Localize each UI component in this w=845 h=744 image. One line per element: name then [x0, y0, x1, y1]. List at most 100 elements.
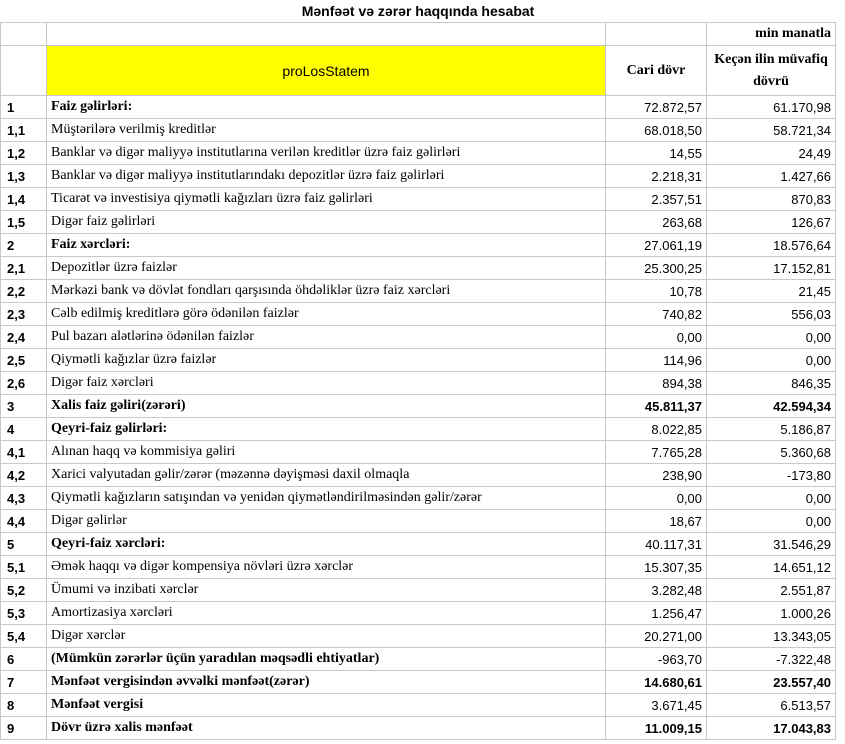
row-number: 9 — [0, 716, 47, 740]
current-period: 40.117,31 — [605, 532, 707, 556]
previous-period: -7.322,48 — [705, 647, 837, 671]
current-period: 740,82 — [605, 302, 707, 326]
row-number: 4,2 — [0, 463, 47, 487]
table-row: 4,4 Digər gəlirlər 18,67 0,00 — [0, 509, 837, 533]
row-label: Dövr üzrə xalis mənfəət — [46, 716, 606, 740]
previous-period: 0,00 — [705, 325, 837, 349]
table-row: 2,4 Pul bazarı alətlərinə ödənilən faizlə… — [0, 325, 837, 349]
previous-period: 1.000,26 — [705, 601, 837, 625]
row-number: 2,5 — [0, 348, 47, 372]
table-row: 1,3 Banklar və digər maliyyə institutları… — [0, 164, 837, 188]
previous-period: 58.721,34 — [705, 118, 837, 142]
current-period: 238,90 — [605, 463, 707, 487]
row-number: 4 — [0, 417, 47, 441]
unit: min manatla — [705, 22, 837, 46]
current-period: 14,55 — [605, 141, 707, 165]
current-period: 3.282,48 — [605, 578, 707, 602]
row-number: 1,4 — [0, 187, 47, 211]
current-period: -963,70 — [605, 647, 707, 671]
previous-period: 17.152,81 — [705, 256, 837, 280]
table-row: 5,3 Amortizasiya xərcləri 1.256,47 1.000,26 — [0, 601, 837, 625]
previous-period: 846,35 — [705, 371, 837, 395]
row-label: Müştərilərə verilmiş kreditlər — [46, 118, 606, 142]
table-row: 5,2 Ümumi və inzibati xərclər 3.282,48 2.55… — [0, 578, 837, 602]
table-row: 2,6 Digər faiz xərcləri 894,38 846,35 — [0, 371, 837, 395]
row-number: 7 — [0, 670, 47, 694]
row-number: 1,2 — [0, 141, 47, 165]
table-row: 4,1 Alınan haqq və kommisiya gəliri 7.765,… — [0, 440, 837, 464]
row-label: Qiymətli kağızlar üzrə faizlər — [46, 348, 606, 372]
table-row: 3 Xalis faiz gəliri(zərəri) 45.811,37 42.59… — [0, 394, 837, 418]
current-period: 27.061,19 — [605, 233, 707, 257]
row-number: 1,5 — [0, 210, 47, 234]
current-period: 11.009,15 — [605, 716, 707, 740]
current-period: 68.018,50 — [605, 118, 707, 142]
previous-period: 0,00 — [705, 348, 837, 372]
current-period: 0,00 — [605, 486, 707, 510]
previous-period: 23.557,40 — [705, 670, 837, 694]
previous-period: 21,45 — [705, 279, 837, 303]
row-number: 5 — [0, 532, 47, 556]
row-number: 1 — [0, 95, 47, 119]
row-label: Əmək haqqı və digər kompensiya növləri ü… — [46, 555, 606, 579]
table-row: 8 Mənfəət vergisi 3.671,45 6.513,57 — [0, 693, 837, 717]
table-row: 7 Mənfəət vergisindən əvvəlki mənfəət(zər… — [0, 670, 837, 694]
table-row: 1,4 Ticarət və investisiya qiymətli kağız… — [0, 187, 837, 211]
row-label: Qeyri-faiz xərcləri: — [46, 532, 606, 556]
current-period: 1.256,47 — [605, 601, 707, 625]
current-period: 2.357,51 — [605, 187, 707, 211]
row-number: 8 — [0, 693, 47, 717]
row-label: Mənfəət vergisi — [46, 693, 606, 717]
row-number: 4,3 — [0, 486, 47, 510]
row-number: 1,3 — [0, 164, 47, 188]
current-period: 894,38 — [605, 371, 707, 395]
row-label: Cəlb edilmiş kreditlərə görə ödənilən fa… — [46, 302, 606, 326]
row-number: 2 — [0, 233, 47, 257]
previous-period: 13.343,05 — [705, 624, 837, 648]
row-label: Pul bazarı alətlərinə ödənilən faizlər — [46, 325, 606, 349]
current-period: 2.218,31 — [605, 164, 707, 188]
current-period: 20.271,00 — [605, 624, 707, 648]
table-row: 2,2 Mərkəzi bank və dövlət fondları qarşı… — [0, 279, 837, 303]
row-number: 6 — [0, 647, 47, 671]
row-number: 1,1 — [0, 118, 47, 142]
previous-period: 556,03 — [705, 302, 837, 326]
row-label: Faiz xərcləri: — [46, 233, 606, 257]
previous-period: 1.427,66 — [705, 164, 837, 188]
previous-period: 0,00 — [705, 486, 837, 510]
column-header: Cari dövr — [605, 45, 707, 96]
previous-period: 31.546,29 — [705, 532, 837, 556]
previous-period: 2.551,87 — [705, 578, 837, 602]
row-label: Banklar və digər maliyyə institutlarında… — [46, 164, 606, 188]
current-period: 18,67 — [605, 509, 707, 533]
column-header: proLosStatem — [46, 45, 606, 96]
row-number: 5,2 — [0, 578, 47, 602]
row-label: Ticarət və investisiya qiymətli kağızlar… — [46, 187, 606, 211]
table-row: 1 Faiz gəlirləri: 72.872,57 61.170,98 — [0, 95, 837, 119]
table-row: 1,5 Digər faiz gəlirləri 263,68 126,67 — [0, 210, 837, 234]
current-period: 3.671,45 — [605, 693, 707, 717]
row-number: 4,1 — [0, 440, 47, 464]
row-number: 4,4 — [0, 509, 47, 533]
current-period: 7.765,28 — [605, 440, 707, 464]
table-row: 5 Qeyri-faiz xərcləri: 40.117,31 31.546,29 — [0, 532, 837, 556]
table-row: 5,1 Əmək haqqı və digər kompensiya növlər… — [0, 555, 837, 579]
row-label: Amortizasiya xərcləri — [46, 601, 606, 625]
previous-period: 126,67 — [705, 210, 837, 234]
row-label: Digər gəlirlər — [46, 509, 606, 533]
row-number: 3 — [0, 394, 47, 418]
table-row: 2,5 Qiymətli kağızlar üzrə faizlər 114,96 0… — [0, 348, 837, 372]
row-label: Qeyri-faiz gəlirləri: — [46, 417, 606, 441]
table-row: 2,3 Cəlb edilmiş kreditlərə görə ödənilən… — [0, 302, 837, 326]
table-row: 2 Faiz xərcləri: 27.061,19 18.576,64 — [0, 233, 837, 257]
row-label: Banklar və digər maliyyə institutlarına … — [46, 141, 606, 165]
title: Mənfəət və zərər haqqında hesabat — [301, 3, 535, 19]
previous-period: 18.576,64 — [705, 233, 837, 257]
row-label: Ümumi və inzibati xərclər — [46, 578, 606, 602]
row-number: 5,4 — [0, 624, 47, 648]
previous-period: 24,49 — [705, 141, 837, 165]
previous-period: 5.186,87 — [705, 417, 837, 441]
current-period: 10,78 — [605, 279, 707, 303]
table-row: 1,2 Banklar və digər maliyyə institutları… — [0, 141, 837, 165]
